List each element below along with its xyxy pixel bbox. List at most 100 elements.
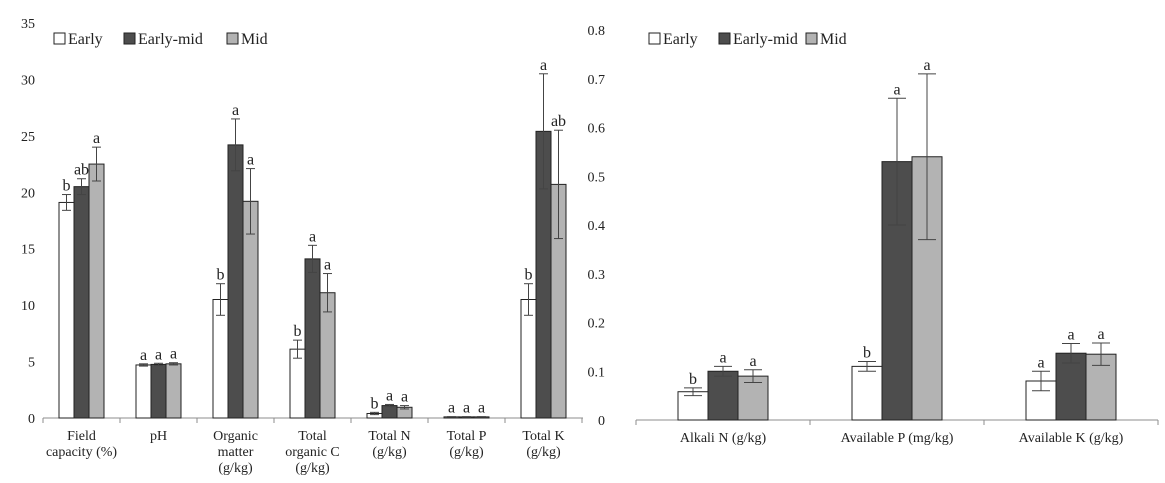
legend-label-early-mid: Early-mid (138, 31, 203, 48)
x-category-label-line: pH (150, 429, 167, 444)
significance-letter: a (140, 347, 147, 364)
legend-label-early: Early (68, 31, 103, 48)
y-tick-label: 0 (598, 414, 605, 429)
legend: Early Early-mid Mid (648, 31, 847, 48)
bar-early (677, 391, 709, 421)
significance-letter: b (863, 345, 871, 362)
significance-letter: a (1037, 354, 1044, 371)
legend-swatch-early (53, 32, 66, 45)
significance-letter: ab (551, 113, 566, 130)
y-tick-label: 0 (28, 412, 35, 427)
significance-letter: b (689, 371, 697, 388)
significance-letter: a (324, 257, 331, 274)
x-category-label-line: Available K (g/kg) (1019, 431, 1124, 446)
significance-letter: a (401, 389, 408, 406)
legend-swatch-early (648, 32, 661, 45)
y-tick-label: 0.6 (588, 122, 606, 137)
x-category-label-line: Total N (368, 429, 410, 444)
significance-letter: b (294, 323, 302, 340)
significance-letter: a (1097, 326, 1104, 343)
x-category-label: Alkali N (g/kg) (680, 431, 767, 446)
y-tick-label: 5 (28, 356, 35, 371)
bar-early_mid (304, 258, 321, 419)
legend-label-early: Early (663, 31, 698, 48)
y-tick-label: 25 (21, 130, 35, 145)
significance-letter: ab (74, 162, 89, 179)
x-category-label: Total organic C (g/kg) (285, 429, 340, 476)
x-category-label-line: Total K (522, 429, 564, 444)
bar-early_mid (707, 370, 739, 421)
bar-early_mid (381, 405, 398, 419)
x-category-label: Total K (g/kg) (522, 429, 564, 460)
legend-swatch-mid (226, 32, 239, 45)
bar-early_mid (73, 186, 90, 419)
legend-label-early-mid: Early-mid (733, 31, 798, 48)
legend: Early Early-mid Mid (53, 31, 268, 48)
significance-letter: b (525, 267, 533, 284)
significance-letter: a (93, 130, 100, 147)
x-category-label-line: organic C (285, 445, 340, 460)
significance-letter: a (232, 102, 239, 119)
left-bar-chart: Early Early-mid Mid 05101520253035babaFi… (21, 17, 583, 476)
significance-letter: a (540, 57, 547, 74)
x-category-label-line: Total P (447, 429, 487, 444)
significance-letter: a (1067, 326, 1074, 343)
significance-letter: a (923, 57, 930, 74)
x-category-label: Field capacity (%) (46, 429, 117, 460)
significance-letter: a (448, 400, 455, 417)
right-bar-chart: Early Early-mid Mid 0 0.1 0.2 0.3 0.4 0.5 0.6 0… (588, 24, 1159, 446)
x-category-label-line: Total (298, 429, 327, 444)
bar-early (212, 299, 229, 419)
significance-letter: a (893, 81, 900, 98)
y-tick-label: 35 (21, 17, 35, 32)
x-category-label: Organic matter (g/kg) (213, 429, 258, 476)
y-tick-label: 0.8 (588, 24, 606, 39)
y-tick-label: 0.5 (588, 170, 606, 185)
significance-letter: a (463, 400, 470, 417)
legend-label-mid: Mid (820, 31, 847, 48)
bar-mid (737, 375, 769, 421)
x-category-label-line: capacity (%) (46, 445, 117, 460)
y-tick-label: 0.4 (588, 219, 606, 234)
y-tick-label: 0.2 (588, 317, 606, 332)
y-tick-label: 20 (21, 186, 35, 201)
x-category-label-line: matter (218, 445, 254, 460)
significance-letter: a (719, 349, 726, 366)
x-category-label-line: (g/kg) (295, 461, 330, 476)
significance-letter: a (247, 152, 254, 169)
bar-early_mid (227, 144, 244, 419)
x-category-label: Total P (g/kg) (447, 429, 487, 460)
bar-mid (165, 363, 182, 419)
significance-letter: b (217, 267, 225, 284)
significance-letter: a (386, 387, 393, 404)
bar-mid (88, 163, 105, 419)
bar-early (289, 348, 306, 419)
y-tick-label: 0.1 (588, 365, 606, 380)
x-category-label-line: Field (67, 429, 96, 444)
bar-early_mid (150, 363, 167, 419)
x-category-label: pH (150, 429, 167, 444)
y-tick-label: 0.7 (588, 73, 606, 88)
x-category-label-line: Organic (213, 429, 258, 444)
bar-early (135, 364, 152, 419)
significance-letter: a (155, 346, 162, 363)
legend-swatch-mid (805, 32, 818, 45)
bar-early (851, 365, 883, 421)
y-tick-label: 30 (21, 73, 35, 88)
x-category-label: Available K (g/kg) (1019, 431, 1124, 446)
x-category-label-line: (g/kg) (218, 461, 253, 476)
x-category-label-line: (g/kg) (449, 445, 484, 460)
x-category-label-line: Available P (mg/kg) (841, 431, 954, 446)
legend-swatch-early-mid (718, 32, 731, 45)
significance-letter: b (63, 178, 71, 195)
x-category-label-line: (g/kg) (372, 445, 407, 460)
legend-label-mid: Mid (241, 31, 268, 48)
significance-letter: a (170, 346, 177, 363)
bar-early (520, 299, 537, 419)
x-category-label: Total N (g/kg) (368, 429, 410, 460)
y-tick-label: 15 (21, 243, 35, 258)
significance-letter: a (749, 353, 756, 370)
bar-early (58, 201, 75, 419)
